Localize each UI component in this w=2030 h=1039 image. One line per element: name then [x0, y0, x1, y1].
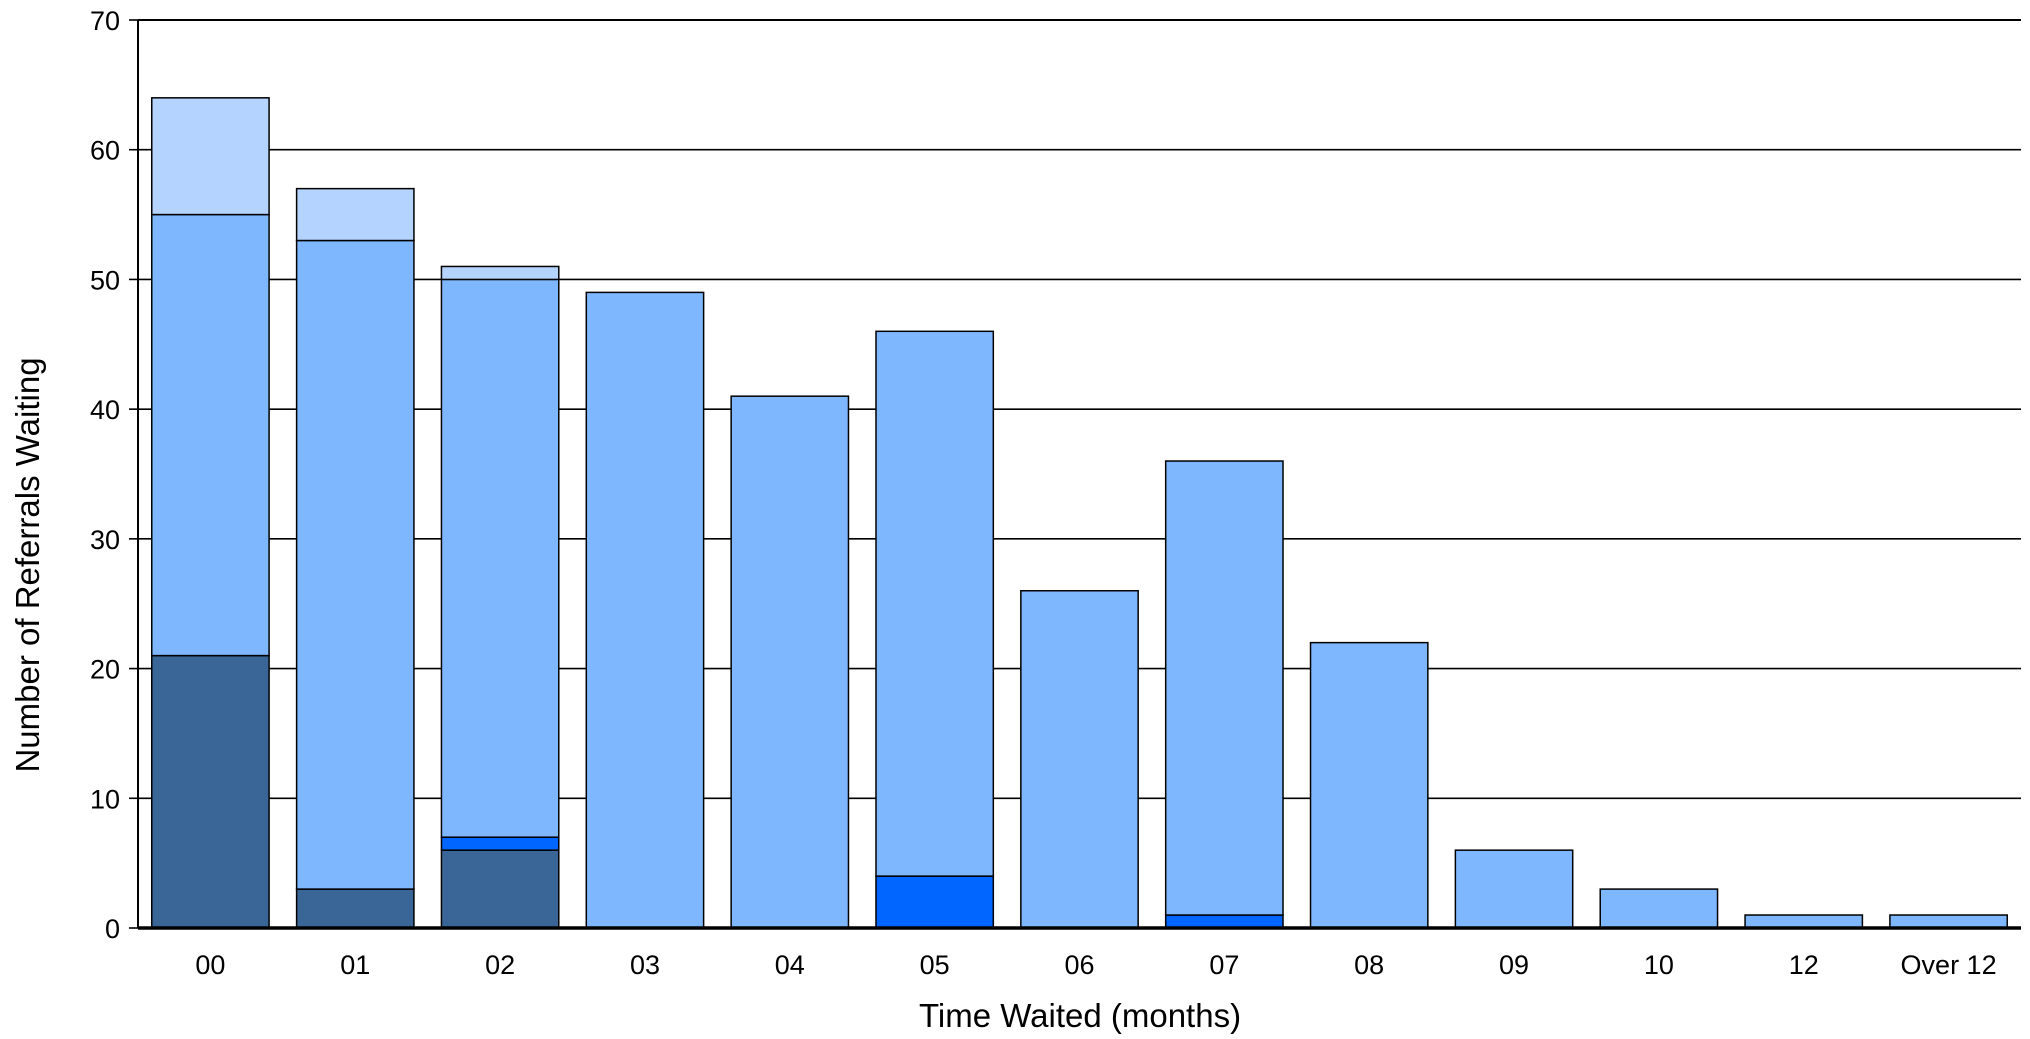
- x-tick-label: Over 12: [1901, 950, 1997, 980]
- bar-segment-3: [1889, 914, 2008, 929]
- x-tick-label: 09: [1499, 950, 1529, 980]
- y-tick-label: 20: [90, 655, 120, 685]
- x-tick-label: 05: [920, 950, 950, 980]
- axes: [129, 19, 2021, 930]
- x-tick-label: 00: [195, 950, 225, 980]
- y-axis-title: Number of Referrals Waiting: [9, 357, 46, 772]
- y-tick-label: 30: [90, 525, 120, 555]
- bar-segment-3: [440, 278, 560, 838]
- x-tick-label: 07: [1209, 950, 1239, 980]
- y-tick-label: 10: [90, 784, 120, 814]
- x-tick-label: 01: [340, 950, 370, 980]
- bar-segment-3: [1744, 914, 1864, 929]
- x-axis-title: Time Waited (months): [919, 997, 1241, 1034]
- y-tick-label: 60: [90, 136, 120, 166]
- bar-segment-3: [1164, 460, 1284, 916]
- bar-segment-4: [151, 97, 270, 216]
- bar-segment-3: [875, 330, 995, 877]
- bar-segment-3: [730, 395, 850, 929]
- x-tick-label: 02: [485, 950, 515, 980]
- bar-segment-3: [1309, 641, 1429, 929]
- bar-segment-3: [295, 239, 415, 890]
- bar-segment-2: [875, 875, 995, 929]
- x-tick-label: 12: [1789, 950, 1819, 980]
- bars: [151, 97, 2008, 929]
- bar-segment-3: [1020, 589, 1139, 929]
- x-tick-label: 06: [1064, 950, 1094, 980]
- bar-segment-1: [151, 654, 270, 929]
- x-tick-label: 10: [1644, 950, 1674, 980]
- y-tick-label: 70: [90, 6, 120, 36]
- bar-segment-3: [151, 213, 270, 657]
- bar-segment-1: [295, 888, 415, 929]
- bar-segment-3: [585, 291, 705, 929]
- bar-segment-2: [1164, 914, 1284, 929]
- bar-segment-1: [440, 849, 560, 929]
- bar-segment-3: [1599, 888, 1719, 929]
- bar-segment-4: [440, 265, 560, 281]
- tick-labels: 0 10 20 30 40 50 60 70 00 01 02 03 04 05 06 07 08 09 10 12 O…: [90, 6, 1997, 980]
- y-tick-label: 0: [105, 914, 120, 944]
- x-tick-label: 04: [775, 950, 805, 980]
- x-tick-label: 03: [630, 950, 660, 980]
- y-tick-label: 50: [90, 265, 120, 295]
- bar-segment-2: [440, 836, 560, 851]
- bar-segment-4: [295, 187, 415, 242]
- y-tick-label: 40: [90, 395, 120, 425]
- x-tick-label: 08: [1354, 950, 1384, 980]
- bar-segment-3: [1454, 849, 1574, 929]
